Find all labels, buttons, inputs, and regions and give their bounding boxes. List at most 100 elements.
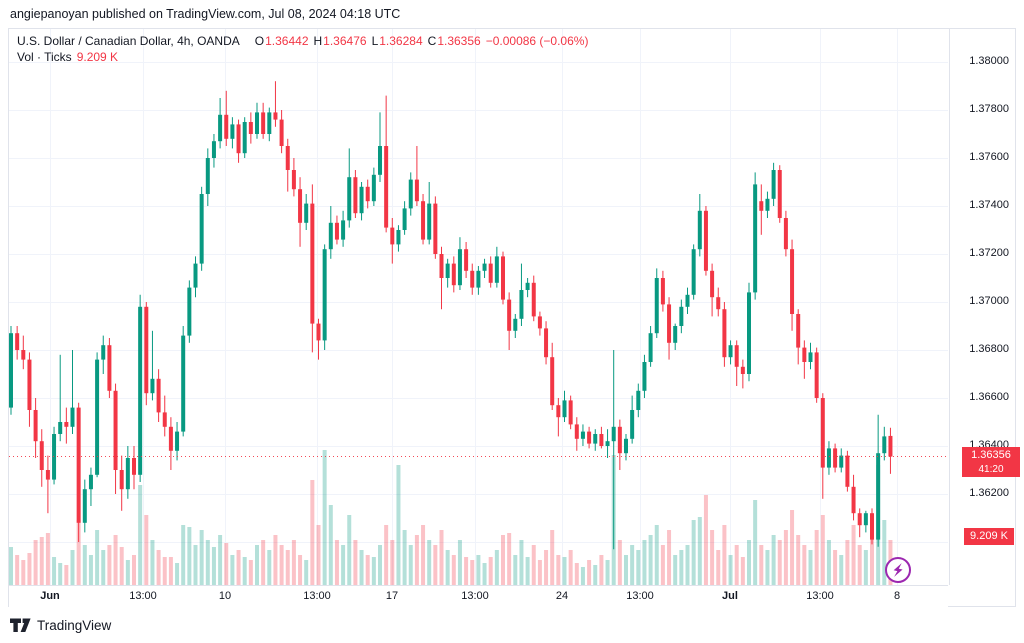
candle[interactable] bbox=[759, 184, 764, 235]
candle[interactable] bbox=[488, 256, 493, 288]
candle[interactable] bbox=[636, 383, 641, 418]
candle[interactable] bbox=[291, 158, 296, 197]
candle[interactable] bbox=[685, 287, 690, 314]
candle[interactable] bbox=[378, 112, 382, 182]
candle[interactable] bbox=[617, 419, 622, 470]
candle[interactable] bbox=[808, 342, 813, 370]
candle[interactable] bbox=[45, 455, 50, 514]
candle[interactable] bbox=[421, 194, 426, 245]
candle[interactable] bbox=[285, 138, 290, 192]
candle[interactable] bbox=[814, 347, 819, 403]
candle[interactable] bbox=[445, 258, 450, 288]
candle[interactable] bbox=[359, 182, 364, 221]
candle[interactable] bbox=[27, 352, 32, 427]
candle[interactable] bbox=[464, 242, 469, 278]
candle[interactable] bbox=[341, 210, 346, 247]
candle[interactable] bbox=[101, 335, 106, 374]
candle[interactable] bbox=[765, 191, 770, 218]
candle[interactable] bbox=[611, 350, 616, 550]
candle[interactable] bbox=[660, 270, 665, 312]
candle[interactable] bbox=[691, 244, 696, 300]
candle[interactable] bbox=[76, 402, 81, 542]
candle[interactable] bbox=[193, 256, 198, 298]
candle[interactable] bbox=[599, 426, 604, 449]
candle[interactable] bbox=[334, 215, 339, 245]
candle[interactable] bbox=[82, 479, 87, 533]
candle[interactable] bbox=[347, 148, 352, 228]
candle[interactable] bbox=[882, 426, 887, 461]
price-chart-svg[interactable] bbox=[9, 29, 948, 585]
candle[interactable] bbox=[304, 194, 309, 230]
candle[interactable] bbox=[501, 251, 505, 305]
candle[interactable] bbox=[531, 275, 536, 322]
candle[interactable] bbox=[703, 206, 708, 276]
candle[interactable] bbox=[574, 417, 579, 451]
candle[interactable] bbox=[88, 467, 93, 506]
candle[interactable] bbox=[414, 146, 419, 206]
candle[interactable] bbox=[371, 167, 376, 206]
candle[interactable] bbox=[267, 107, 272, 142]
candle[interactable] bbox=[310, 184, 315, 353]
lightning-bolt-icon[interactable] bbox=[884, 556, 912, 584]
candle[interactable] bbox=[863, 510, 868, 533]
candle[interactable] bbox=[205, 148, 210, 206]
candle[interactable] bbox=[427, 182, 432, 245]
candle[interactable] bbox=[494, 246, 499, 288]
candle[interactable] bbox=[52, 426, 57, 485]
candle[interactable] bbox=[673, 323, 678, 350]
candle[interactable] bbox=[679, 299, 684, 334]
candle[interactable] bbox=[580, 424, 585, 446]
candle[interactable] bbox=[279, 110, 284, 154]
candle[interactable] bbox=[230, 117, 235, 149]
candle[interactable] bbox=[175, 422, 180, 461]
candle[interactable] bbox=[248, 112, 253, 144]
symbol-title[interactable]: U.S. Dollar / Canadian Dollar, 4h, OANDA bbox=[17, 34, 240, 48]
time-axis[interactable]: Jun 13:00 10 13:00 17 13:00 24 13:00 Jul 13:00 8 bbox=[9, 585, 948, 607]
candle[interactable] bbox=[519, 263, 524, 326]
candle[interactable] bbox=[113, 383, 118, 494]
candle[interactable] bbox=[384, 95, 389, 233]
candle[interactable] bbox=[70, 350, 75, 434]
candle[interactable] bbox=[64, 407, 69, 444]
candle[interactable] bbox=[525, 278, 530, 298]
candle[interactable] bbox=[544, 321, 549, 365]
candle[interactable] bbox=[537, 311, 542, 336]
candle[interactable] bbox=[654, 268, 659, 338]
candle[interactable] bbox=[697, 194, 702, 257]
candle[interactable] bbox=[587, 426, 592, 449]
candle[interactable] bbox=[365, 179, 370, 209]
candle[interactable] bbox=[156, 369, 161, 422]
candle[interactable] bbox=[15, 326, 20, 360]
candle[interactable] bbox=[482, 258, 487, 278]
candle[interactable] bbox=[33, 398, 38, 458]
candle[interactable] bbox=[728, 340, 733, 365]
candle[interactable] bbox=[630, 395, 635, 444]
candle[interactable] bbox=[218, 98, 223, 149]
price-axis[interactable]: 1.36356 41:20 9.209 K 1.38000 1.37800 1.37… bbox=[949, 29, 1020, 585]
tradingview-logo-icon[interactable] bbox=[10, 618, 31, 633]
candle[interactable] bbox=[747, 282, 751, 382]
candle[interactable] bbox=[722, 302, 727, 367]
candle[interactable] bbox=[9, 326, 13, 415]
candle[interactable] bbox=[470, 263, 475, 295]
candle[interactable] bbox=[255, 102, 259, 139]
candle[interactable] bbox=[624, 434, 628, 461]
candle[interactable] bbox=[507, 292, 512, 350]
candle[interactable] bbox=[802, 340, 807, 379]
candle[interactable] bbox=[476, 266, 481, 295]
candle[interactable] bbox=[408, 172, 413, 216]
candle[interactable] bbox=[826, 441, 831, 475]
candle[interactable] bbox=[353, 170, 358, 218]
candle[interactable] bbox=[211, 134, 216, 168]
candle[interactable] bbox=[851, 474, 856, 521]
candle[interactable] bbox=[550, 342, 555, 410]
candle[interactable] bbox=[162, 395, 167, 437]
candle[interactable] bbox=[181, 326, 186, 437]
candle[interactable] bbox=[95, 352, 100, 478]
candle[interactable] bbox=[125, 446, 130, 499]
candle[interactable] bbox=[261, 102, 266, 139]
candle[interactable] bbox=[451, 256, 456, 293]
candle[interactable] bbox=[439, 246, 444, 310]
candle[interactable] bbox=[273, 81, 278, 127]
candle[interactable] bbox=[857, 508, 862, 538]
